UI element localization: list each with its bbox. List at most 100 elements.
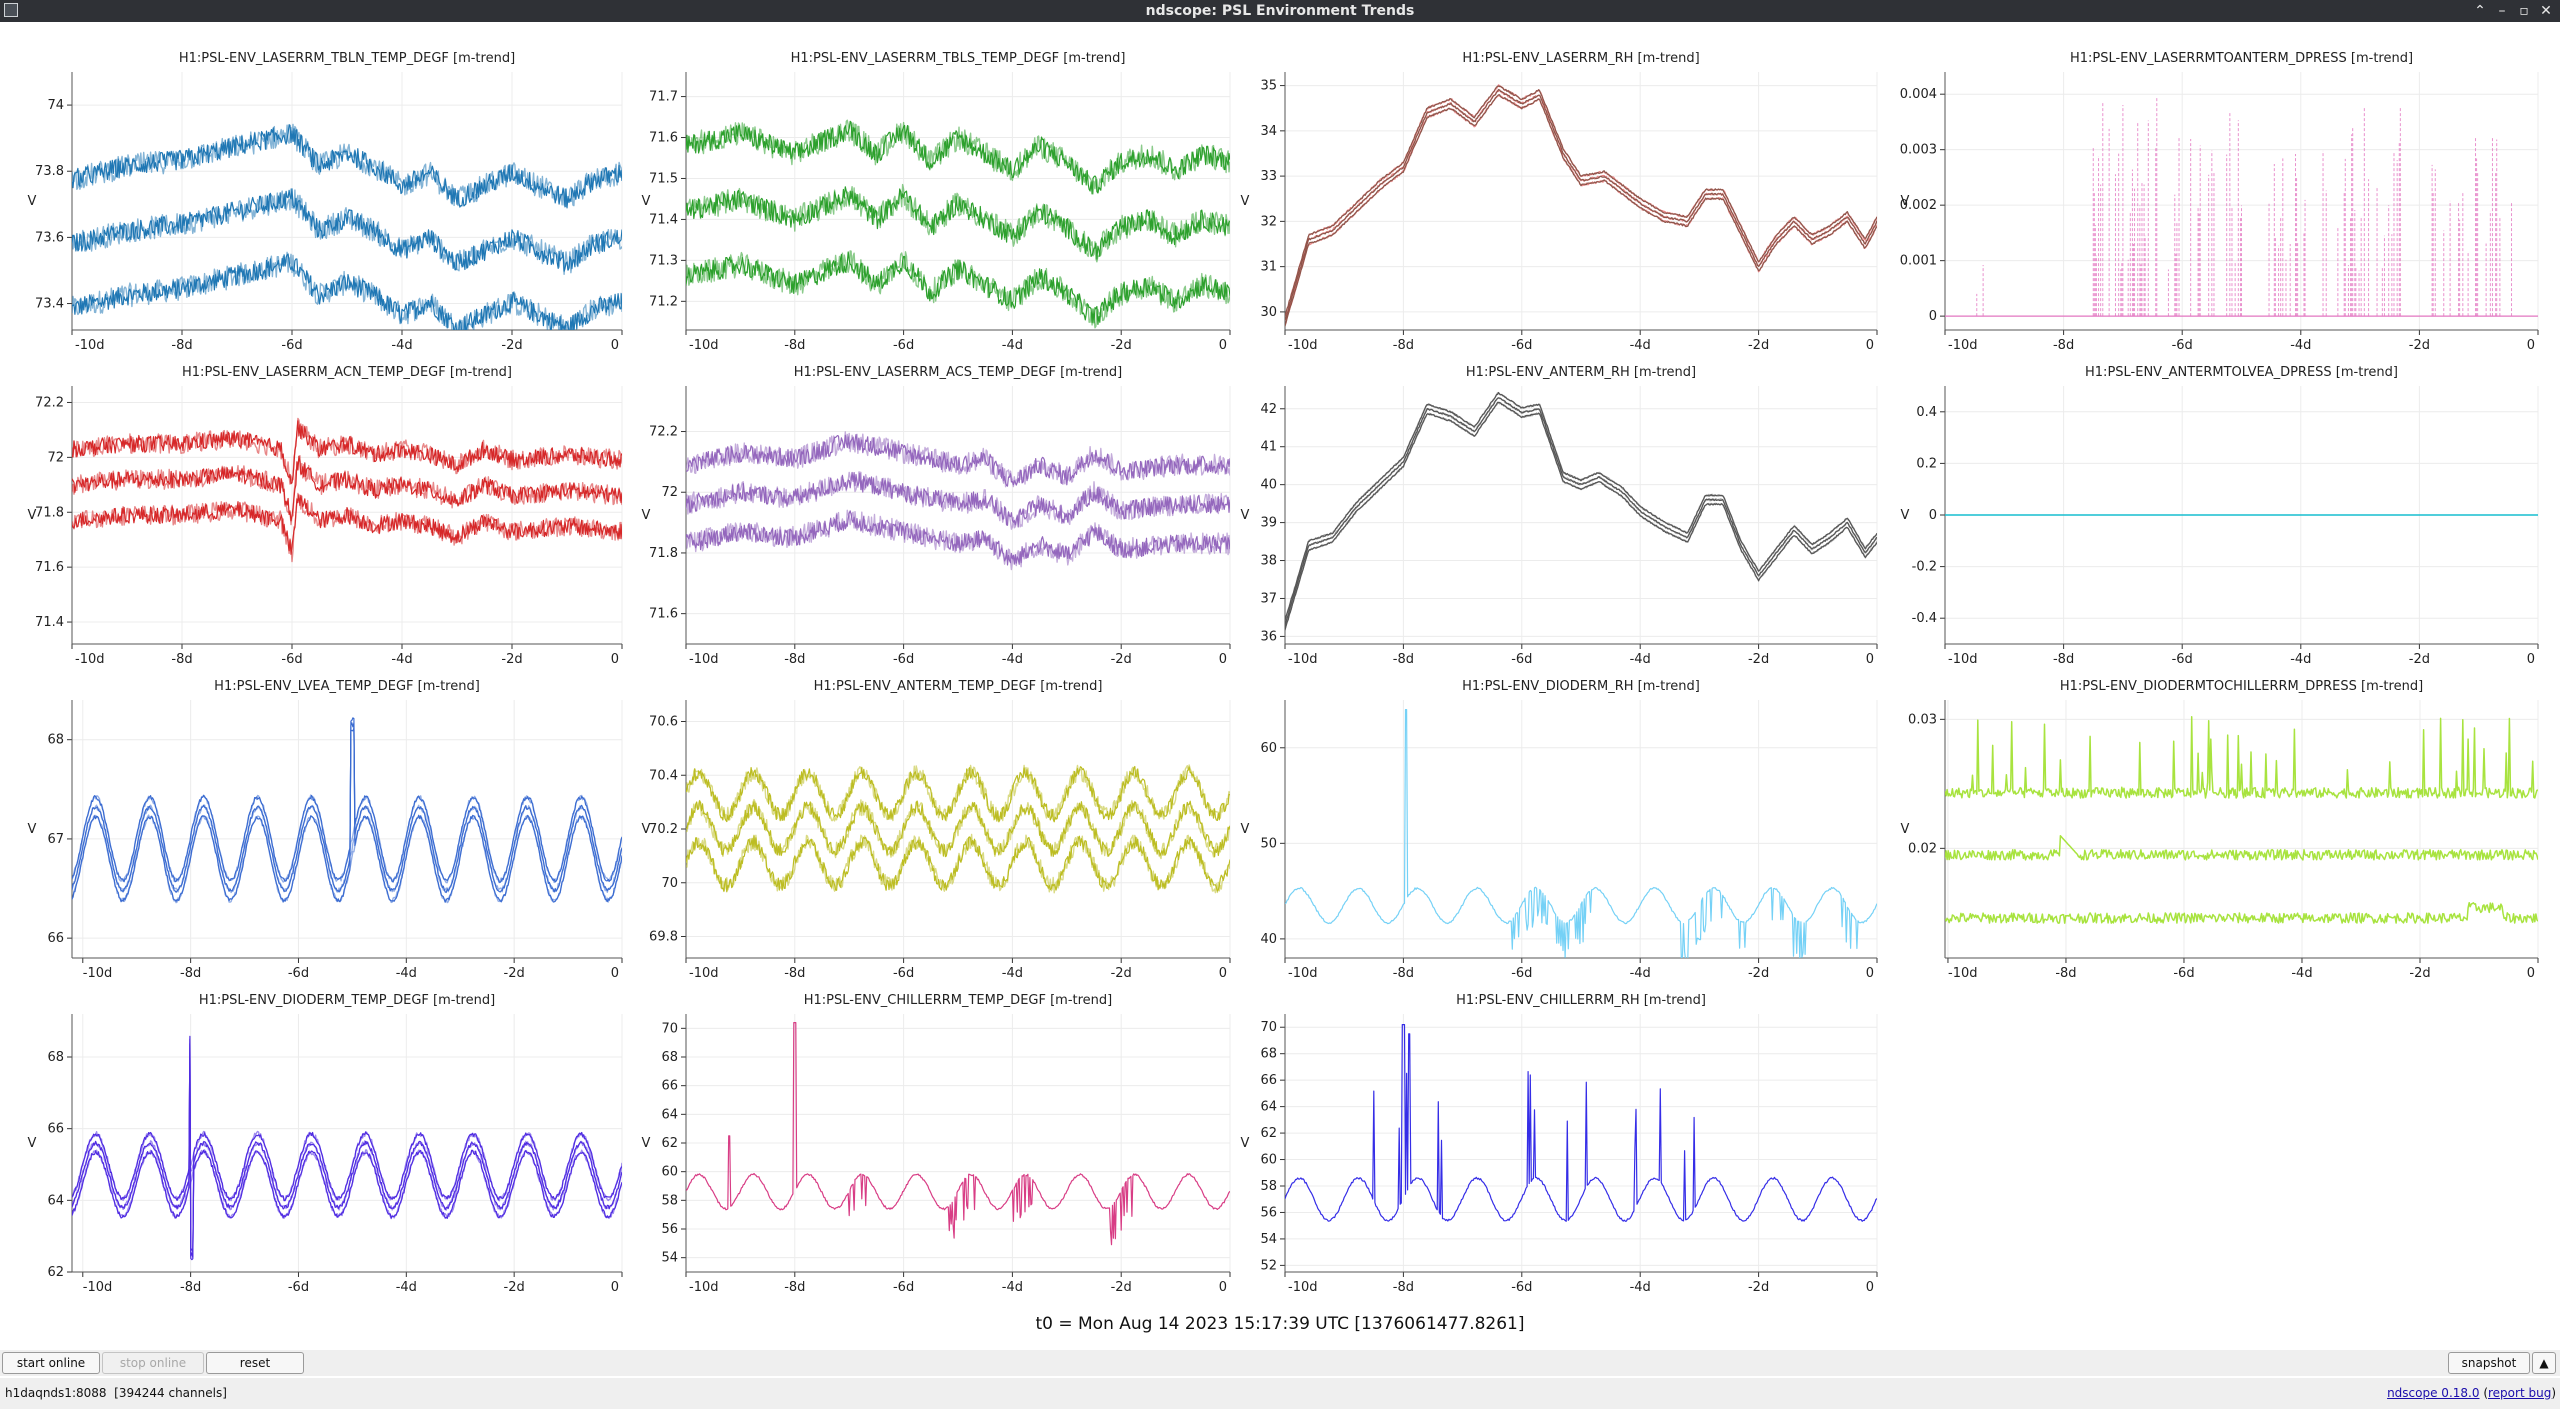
plot-title: H1:PSL-ENV_LASERRM_RH [m-trend]: [1462, 51, 1699, 66]
y-tick-label: 39: [1260, 516, 1277, 531]
x-tick-label: -4d: [2291, 966, 2312, 981]
trace-line: [1945, 835, 2538, 861]
start-online-button[interactable]: start online: [2, 1352, 100, 1374]
y-axis-label: V: [1901, 508, 1910, 523]
close-icon[interactable]: ✕: [2540, 3, 2552, 19]
plot-area[interactable]: [72, 1014, 622, 1272]
plot-6[interactable]: H1:PSL-ENV_LASERRM_ACS_TEMP_DEGF [m-tren…: [642, 365, 1231, 667]
y-tick-label: 50: [1260, 836, 1277, 851]
plot-area[interactable]: [1945, 72, 2538, 330]
x-tick-label: -8d: [2055, 966, 2076, 981]
version-info: ndscope 0.18.0 (report bug): [2387, 1386, 2556, 1400]
x-tick-label: -2d: [504, 966, 525, 981]
maximize-icon[interactable]: ▫: [2519, 3, 2529, 19]
trace-line: [72, 1038, 622, 1258]
plot-4[interactable]: H1:PSL-ENV_LASERRMTOANTERM_DPRESS [m-tre…: [1900, 51, 2539, 353]
y-tick-label: 68: [47, 1050, 64, 1065]
plot-area[interactable]: [686, 386, 1230, 644]
plot-3[interactable]: H1:PSL-ENV_LASERRM_RH [m-trend] -10d -8d -6…: [1241, 51, 1878, 353]
y-tick-label: 73.4: [35, 297, 64, 312]
x-tick-label: -2d: [1111, 1280, 1132, 1295]
x-tick-label: -10d: [689, 338, 719, 353]
y-tick-label: 0: [1929, 309, 1937, 324]
report-bug-link[interactable]: report bug: [2488, 1386, 2552, 1400]
plot-8[interactable]: H1:PSL-ENV_ANTERMTOLVEA_DPRESS [m-trend]…: [1901, 365, 2539, 667]
plot-title: H1:PSL-ENV_LASERRMTOANTERM_DPRESS [m-tre…: [2070, 51, 2413, 66]
y-tick-label: 62: [1260, 1126, 1277, 1141]
y-tick-label: 56: [1260, 1205, 1277, 1220]
plot-11[interactable]: H1:PSL-ENV_DIODERM_RH [m-trend] -10d -8d -6…: [1241, 679, 1878, 981]
snapshot-button[interactable]: snapshot: [2448, 1352, 2530, 1374]
trace-line: [686, 186, 1230, 260]
paren-close: ): [2551, 1386, 2556, 1400]
x-tick-label: -6d: [1511, 338, 1532, 353]
version-link[interactable]: ndscope 0.18.0: [2387, 1386, 2480, 1400]
plot-5[interactable]: H1:PSL-ENV_LASERRM_ACN_TEMP_DEGF [m-tren…: [28, 365, 623, 667]
x-tick-label: -6d: [288, 966, 309, 981]
plot-area[interactable]: [72, 700, 622, 958]
x-tick-label: -4d: [1002, 1280, 1023, 1295]
x-tick-label: -8d: [784, 966, 805, 981]
plot-7[interactable]: H1:PSL-ENV_ANTERM_RH [m-trend] -10d -8d -6d…: [1241, 365, 1878, 667]
x-tick-label: -10d: [689, 966, 719, 981]
plot-area[interactable]: [1285, 386, 1877, 644]
plot-9[interactable]: H1:PSL-ENV_LVEA_TEMP_DEGF [m-trend] -10d -…: [28, 679, 623, 981]
x-tick-label: -8d: [180, 966, 201, 981]
x-tick-label: -2d: [1111, 966, 1132, 981]
plot-grid[interactable]: H1:PSL-ENV_LASERRM_TBLN_TEMP_DEGF [m-tre…: [0, 22, 2560, 1320]
reset-button[interactable]: reset: [206, 1352, 304, 1374]
trace-line: [72, 727, 622, 883]
collapse-button[interactable]: ▲: [2532, 1352, 2556, 1374]
x-tick-label: 0: [1219, 1280, 1227, 1295]
plot-15[interactable]: H1:PSL-ENV_CHILLERRM_RH [m-trend] -10d -8d…: [1241, 993, 1878, 1295]
trace-minmax: [72, 455, 622, 526]
trace-group: [1285, 1023, 1877, 1222]
plot-title: H1:PSL-ENV_LASERRM_ACS_TEMP_DEGF [m-tren…: [794, 365, 1123, 380]
trace-line: [1285, 85, 1877, 317]
y-tick-label: 31: [1260, 260, 1277, 275]
stop-online-button[interactable]: stop online: [102, 1352, 204, 1374]
y-tick-label: 0.02: [1908, 841, 1937, 856]
trace-line: [1945, 901, 2538, 924]
plot-area[interactable]: [1285, 1014, 1877, 1272]
trace-group: [686, 431, 1230, 571]
y-axis-label: V: [1241, 508, 1250, 523]
minimize-icon[interactable]: –: [2498, 3, 2506, 19]
x-tick-label: -10d: [689, 652, 719, 667]
plot-area[interactable]: [1285, 72, 1877, 330]
x-tick-label: -4d: [1002, 652, 1023, 667]
x-tick-label: 0: [1219, 338, 1227, 353]
x-tick-label: -10d: [1288, 966, 1318, 981]
y-tick-label: 32: [1260, 214, 1277, 229]
y-tick-label: 62: [47, 1265, 64, 1280]
keep-above-icon[interactable]: ⌃: [2474, 3, 2486, 19]
plot-12[interactable]: H1:PSL-ENV_DIODERMTOCHILLERRM_DPRESS [m-…: [1901, 679, 2539, 981]
window-menu-icon[interactable]: [4, 3, 18, 17]
trace-line: [72, 722, 622, 894]
y-tick-label: 40: [1260, 932, 1277, 947]
trace-line: [72, 717, 622, 903]
trace-line: [72, 420, 622, 485]
plot-title: H1:PSL-ENV_CHILLERRM_RH [m-trend]: [1456, 993, 1706, 1008]
x-tick-label: -2d: [1111, 652, 1132, 667]
trace-group: [72, 123, 622, 330]
trace-minmax: [686, 250, 1230, 329]
trace-line: [686, 510, 1230, 566]
plot-10[interactable]: H1:PSL-ENV_ANTERM_TEMP_DEGF [m-trend] -10…: [642, 679, 1231, 981]
x-tick-label: -10d: [1948, 966, 1978, 981]
x-tick-label: -8d: [1393, 1280, 1414, 1295]
y-tick-label: 71.7: [649, 90, 678, 105]
x-tick-label: -10d: [1948, 338, 1978, 353]
x-tick-label: -2d: [501, 652, 522, 667]
y-tick-label: 68: [47, 733, 64, 748]
x-tick-label: 0: [1866, 338, 1874, 353]
x-tick-label: -8d: [2053, 652, 2074, 667]
plot-14[interactable]: H1:PSL-ENV_CHILLERRM_TEMP_DEGF [m-trend]…: [642, 993, 1231, 1295]
trace-line: [686, 471, 1230, 528]
plot-1[interactable]: H1:PSL-ENV_LASERRM_TBLN_TEMP_DEGF [m-tre…: [28, 51, 623, 353]
y-tick-label: 30: [1260, 305, 1277, 320]
trace-line: [72, 188, 622, 272]
plot-13[interactable]: H1:PSL-ENV_DIODERM_TEMP_DEGF [m-trend] -1…: [28, 993, 623, 1295]
trace-line: [1285, 1023, 1877, 1222]
plot-2[interactable]: H1:PSL-ENV_LASERRM_TBLS_TEMP_DEGF [m-tre…: [642, 51, 1231, 353]
